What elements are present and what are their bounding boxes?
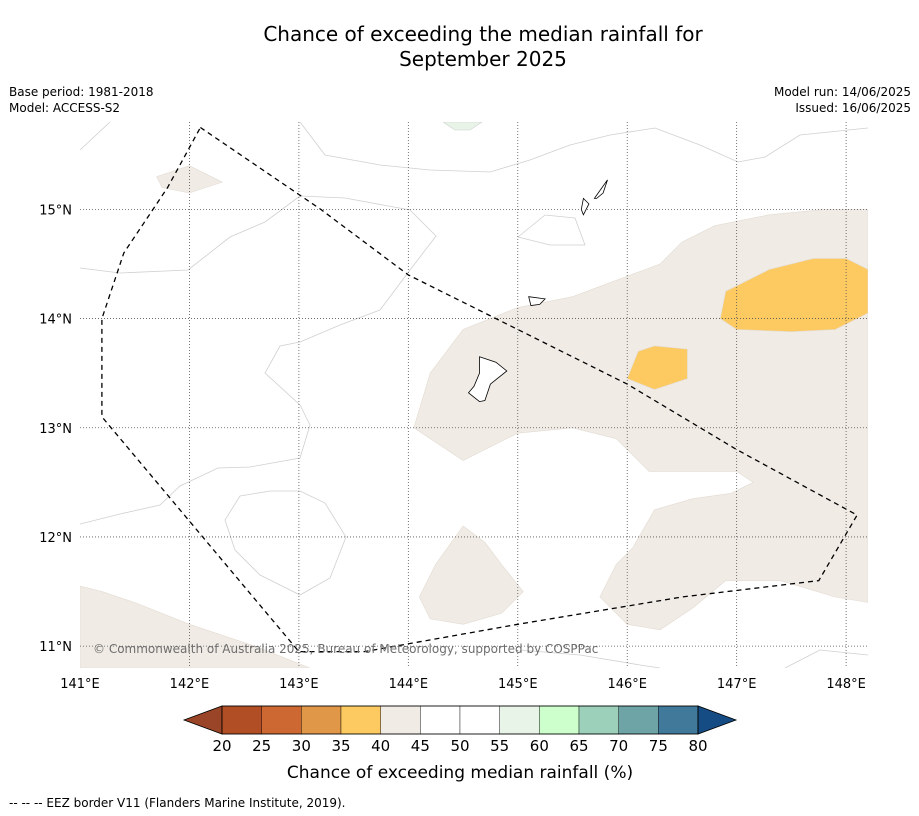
- region-40-45-0: [80, 585, 310, 668]
- map-figure: © Commonwealth of Australia 2025, Bureau…: [39, 122, 868, 783]
- colorbar-tick-75: 75: [649, 737, 668, 755]
- colorbar-tick-30: 30: [292, 737, 311, 755]
- lon-tick-145: 145°E: [498, 677, 538, 692]
- lat-tick-15: 15°N: [39, 203, 72, 218]
- colorbar-tick-45: 45: [411, 737, 430, 755]
- colorbar-tick-50: 50: [450, 737, 469, 755]
- region-35-40-4: [719, 258, 868, 333]
- colorbar-frame: [221, 705, 699, 735]
- colorbar-under-arrow: [182, 705, 223, 735]
- colorbar-swatch-70: [618, 705, 659, 735]
- graticule: [80, 122, 868, 668]
- lat-tick-11: 11°N: [39, 640, 72, 655]
- colorbar-tick-70: 70: [609, 737, 628, 755]
- colorbar-title: Chance of exceeding median rainfall (%): [287, 763, 633, 783]
- colorbar-over-arrow: [697, 705, 738, 735]
- island-saipan: [593, 179, 608, 199]
- colorbar-tick-60: 60: [530, 737, 549, 755]
- colorbar-swatch-55: [499, 705, 540, 735]
- island-rota: [528, 296, 546, 306]
- colorbar-swatch-50: [459, 705, 500, 735]
- lon-tick-148: 148°E: [826, 677, 866, 692]
- meta-left: Base period: 1981-2018 Model: ACCESS-S2: [9, 84, 154, 116]
- colorbar: 20 25 30 35 40 45 50 55 60 65 70 75 80: [182, 705, 738, 755]
- meta-right: Model run: 14/06/2025 Issued: 16/06/2025: [774, 84, 911, 116]
- colorbar-tick-20: 20: [212, 737, 231, 755]
- colorbar-swatch-75: [658, 705, 699, 735]
- chart-title: Chance of exceeding the median rainfall …: [0, 22, 919, 72]
- lon-tick-141: 141°E: [60, 677, 100, 692]
- footer-note: -- -- -- EEZ border V11 (Flanders Marine…: [9, 796, 346, 810]
- colorbar-swatch-20: [221, 705, 262, 735]
- lon-tick-146: 146°E: [607, 677, 647, 692]
- colorbar-swatch-60: [539, 705, 580, 735]
- islands: [467, 179, 608, 403]
- lat-tick-14: 14°N: [39, 313, 72, 328]
- colorbar-tick-65: 65: [569, 737, 588, 755]
- lon-tick-142: 142°E: [170, 677, 210, 692]
- lon-tick-143: 143°E: [279, 677, 319, 692]
- colorbar-tick-25: 25: [252, 737, 271, 755]
- colorbar-swatch-30: [301, 705, 342, 735]
- lon-tick-147: 147°E: [717, 677, 757, 692]
- region-35-40-5: [626, 345, 688, 390]
- contour-lines: [80, 122, 868, 668]
- model-run: Model run: 14/06/2025: [773, 85, 911, 99]
- island-tinian: [580, 197, 590, 216]
- colorbar-swatch-40: [380, 705, 421, 735]
- colorbar-swatch-45: [420, 705, 461, 735]
- lon-tick-144: 144°E: [389, 677, 429, 692]
- issued-date: Issued: 16/06/2025: [795, 101, 911, 115]
- model-name: Model: ACCESS-S2: [9, 101, 121, 115]
- colorbar-tick-55: 55: [490, 737, 509, 755]
- lat-tick-12: 12°N: [39, 531, 72, 546]
- colorbar-tick-35: 35: [331, 737, 350, 755]
- colorbar-swatch-65: [578, 705, 619, 735]
- title-line-2: September 2025: [399, 47, 567, 71]
- colorbar-swatch-25: [261, 705, 302, 735]
- island-guam: [467, 356, 508, 403]
- region-40-45-3: [418, 525, 524, 625]
- colorbar-tick-80: 80: [688, 737, 707, 755]
- colorbar-swatch-35: [340, 705, 381, 735]
- copyright-text: © Commonwealth of Australia 2025, Bureau…: [93, 642, 598, 656]
- base-period: Base period: 1981-2018: [9, 85, 154, 99]
- title-line-1: Chance of exceeding the median rainfall …: [263, 22, 703, 46]
- probability-regions: [80, 165, 868, 668]
- lat-tick-13: 13°N: [39, 422, 72, 437]
- colorbar-tick-40: 40: [371, 737, 390, 755]
- axis-tick-labels: 141°E 142°E 143°E 144°E 145°E 146°E 147°E 148°E…: [39, 203, 866, 692]
